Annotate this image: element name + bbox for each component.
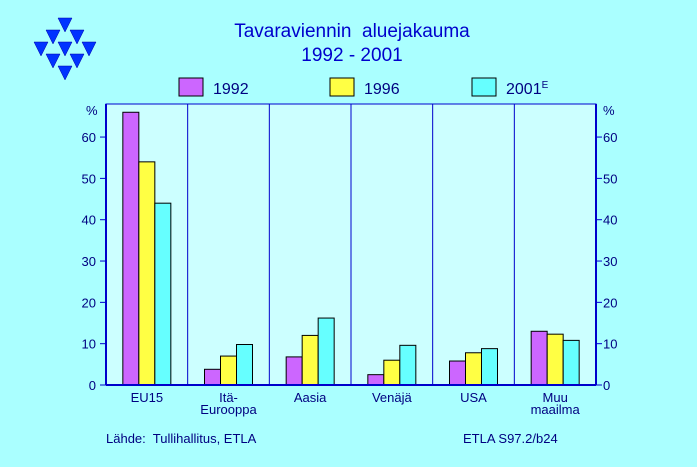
logo-triangle [45,53,61,69]
chart-code: ETLA S97.2/b24 [463,431,558,446]
bar-venäjä-1996 [383,359,401,386]
y-tick-label-right: 20 [603,295,617,310]
bar-aasia-1996 [301,334,319,386]
legend-label-1996: 1996 [364,81,400,98]
y-tick-label-right: 60 [603,130,617,145]
bar-venäjä-1992 [367,374,385,386]
legend-label-superscript: E [542,80,549,91]
bar-itäeurooppa-1996 [220,355,237,386]
bars [122,111,580,386]
bar-aasia-2001 [317,317,335,386]
bar-itäeurooppa-1992 [204,368,221,386]
category-label: USA [460,390,487,405]
bar-usa-2001 [481,348,498,386]
logo-triangle [33,41,49,57]
y-tick-label-right: 0 [603,378,610,393]
bar-venäjä-2001 [399,344,417,386]
logo-triangle [57,41,73,57]
axes [100,104,602,386]
bar-aasia-1992 [285,356,303,386]
category-label: Venäjä [372,390,413,405]
legend-swatch-2001 [471,77,497,97]
category-label: Itä- [219,390,238,405]
y-tick-label-left: 30 [82,254,96,269]
y-tick-label-right: 40 [603,213,617,228]
bar-usa-1996 [465,352,482,386]
legend-label-2001: 2001E [506,80,549,98]
bar-eu15-1996 [138,161,156,386]
chart-title-line1: Tavaraviennin aluejakauma [234,21,470,42]
category-label: Aasia [294,390,327,405]
y-axis-label-left: % [86,103,98,118]
logo-triangle [57,65,73,81]
y-tick-label-left: 60 [82,130,96,145]
y-tick-label-left: 0 [89,378,96,393]
legend-label-1992: 1992 [213,81,249,98]
logo-triangle [81,41,97,57]
source-note: Lähde: Tullihallitus, ETLA [106,431,257,446]
y-axis-label-right: % [603,103,615,118]
tick-labels: 0 0 10 10 20 20 30 30 40 40 50 50 60 60%% [82,103,618,393]
chart-title-line2: 1992 - 2001 [301,45,402,66]
logo-triangle [69,53,85,69]
legend-swatch-1996 [329,77,355,97]
logo-triangle [45,29,61,45]
category-label: EU15 [131,390,164,405]
bar-muumaailma-2001 [562,339,580,386]
y-tick-label-right: 10 [603,337,617,352]
category-label: Eurooppa [200,402,257,417]
category-label: maailma [531,402,581,417]
y-tick-label-right: 50 [603,171,617,186]
bar-itäeurooppa-2001 [236,344,253,386]
y-tick-label-left: 40 [82,213,96,228]
legend: 1992 1996 2001E [178,77,549,98]
legend-swatch-1992 [178,77,204,97]
y-tick-label-left: 20 [82,295,96,310]
y-tick-label-left: 50 [82,171,96,186]
grid-lines [187,104,515,385]
bar-eu15-2001 [154,202,172,386]
y-tick-label-left: 10 [82,337,96,352]
category-label: Muu [543,390,568,405]
logo-triangle [69,29,85,45]
y-tick-label-right: 30 [603,254,617,269]
bar-muumaailma-1992 [530,330,548,386]
bar-usa-1992 [449,360,466,386]
logo-triangle [57,17,73,33]
triangle-logo [33,17,97,81]
bar-eu15-1992 [122,111,140,386]
bar-muumaailma-1996 [546,333,564,386]
